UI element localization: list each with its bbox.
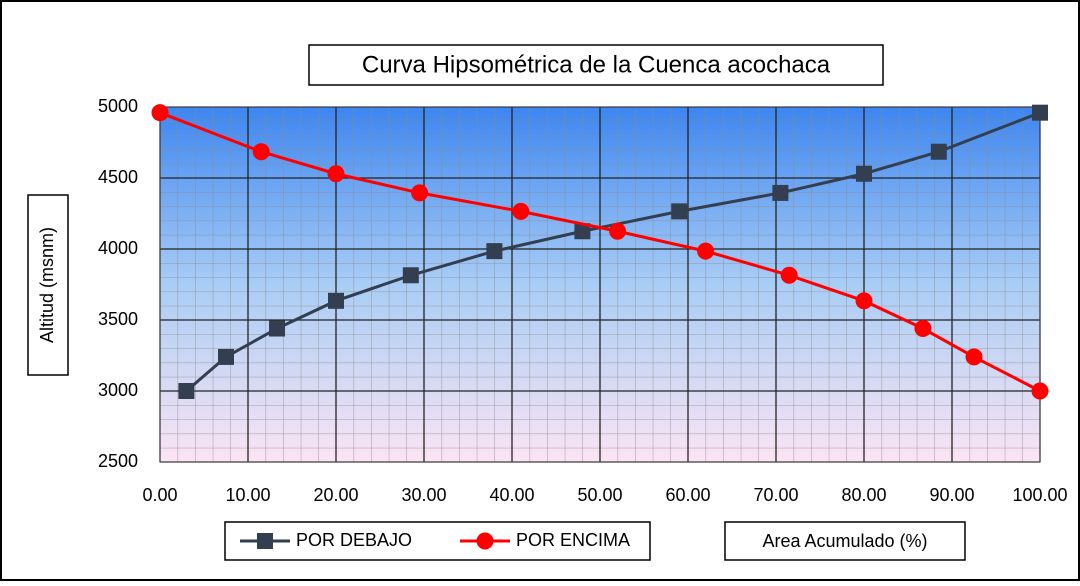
x-axis-label: Area Acumulado (%) xyxy=(762,531,927,551)
marker xyxy=(855,292,873,310)
marker xyxy=(218,348,234,365)
marker xyxy=(914,320,932,338)
marker xyxy=(257,533,273,549)
y-label-box xyxy=(27,194,69,376)
marker xyxy=(780,266,798,284)
marker xyxy=(772,184,789,201)
y-tick-label: 3500 xyxy=(98,309,138,329)
y-tick-label: 4500 xyxy=(98,167,138,187)
x-tick-label: 70.00 xyxy=(753,485,798,505)
marker xyxy=(512,202,530,220)
y-axis-label: Altitud (msnm) xyxy=(37,227,57,343)
marker xyxy=(402,267,419,284)
marker xyxy=(671,203,688,220)
marker xyxy=(476,532,494,550)
x-tick-label: 30.00 xyxy=(401,485,446,505)
x-label-box xyxy=(724,521,966,561)
y-tick-label: 2500 xyxy=(98,451,138,471)
marker xyxy=(328,292,344,309)
marker xyxy=(411,184,429,202)
chart-title: Curva Hipsométrica de la Cuenca acochaca xyxy=(362,51,831,78)
x-tick-label: 80.00 xyxy=(841,485,886,505)
x-tick-label: 90.00 xyxy=(929,485,974,505)
series-line xyxy=(159,111,1041,393)
marker xyxy=(856,165,872,182)
marker xyxy=(327,165,345,183)
marker xyxy=(574,223,591,240)
marker xyxy=(1031,382,1049,400)
x-tick-label: 0.00 xyxy=(142,485,177,505)
series-line xyxy=(185,111,1041,393)
x-tick-label: 10.00 xyxy=(225,485,270,505)
x-tick-label: 50.00 xyxy=(577,485,622,505)
y-tick-label: 5000 xyxy=(98,96,138,116)
legend-label: POR DEBAJO xyxy=(296,530,412,550)
x-tick-label: 40.00 xyxy=(489,485,534,505)
y-tick-label: 3000 xyxy=(98,380,138,400)
marker xyxy=(178,383,195,399)
title-box xyxy=(308,44,884,86)
plot-border xyxy=(159,106,1041,463)
marker xyxy=(930,143,947,160)
x-tick-label: 100.00 xyxy=(1012,485,1067,505)
legend-box xyxy=(224,521,651,561)
marker xyxy=(486,243,503,260)
marker xyxy=(965,348,983,366)
marker xyxy=(252,143,270,161)
y-tick-label: 4000 xyxy=(98,238,138,258)
marker xyxy=(1032,104,1048,121)
x-tick-label: 20.00 xyxy=(313,485,358,505)
marker xyxy=(609,222,627,240)
marker xyxy=(269,320,286,337)
marker xyxy=(697,242,715,260)
marker xyxy=(151,104,169,122)
x-tick-label: 60.00 xyxy=(665,485,710,505)
legend-label: POR ENCIMA xyxy=(516,530,630,550)
